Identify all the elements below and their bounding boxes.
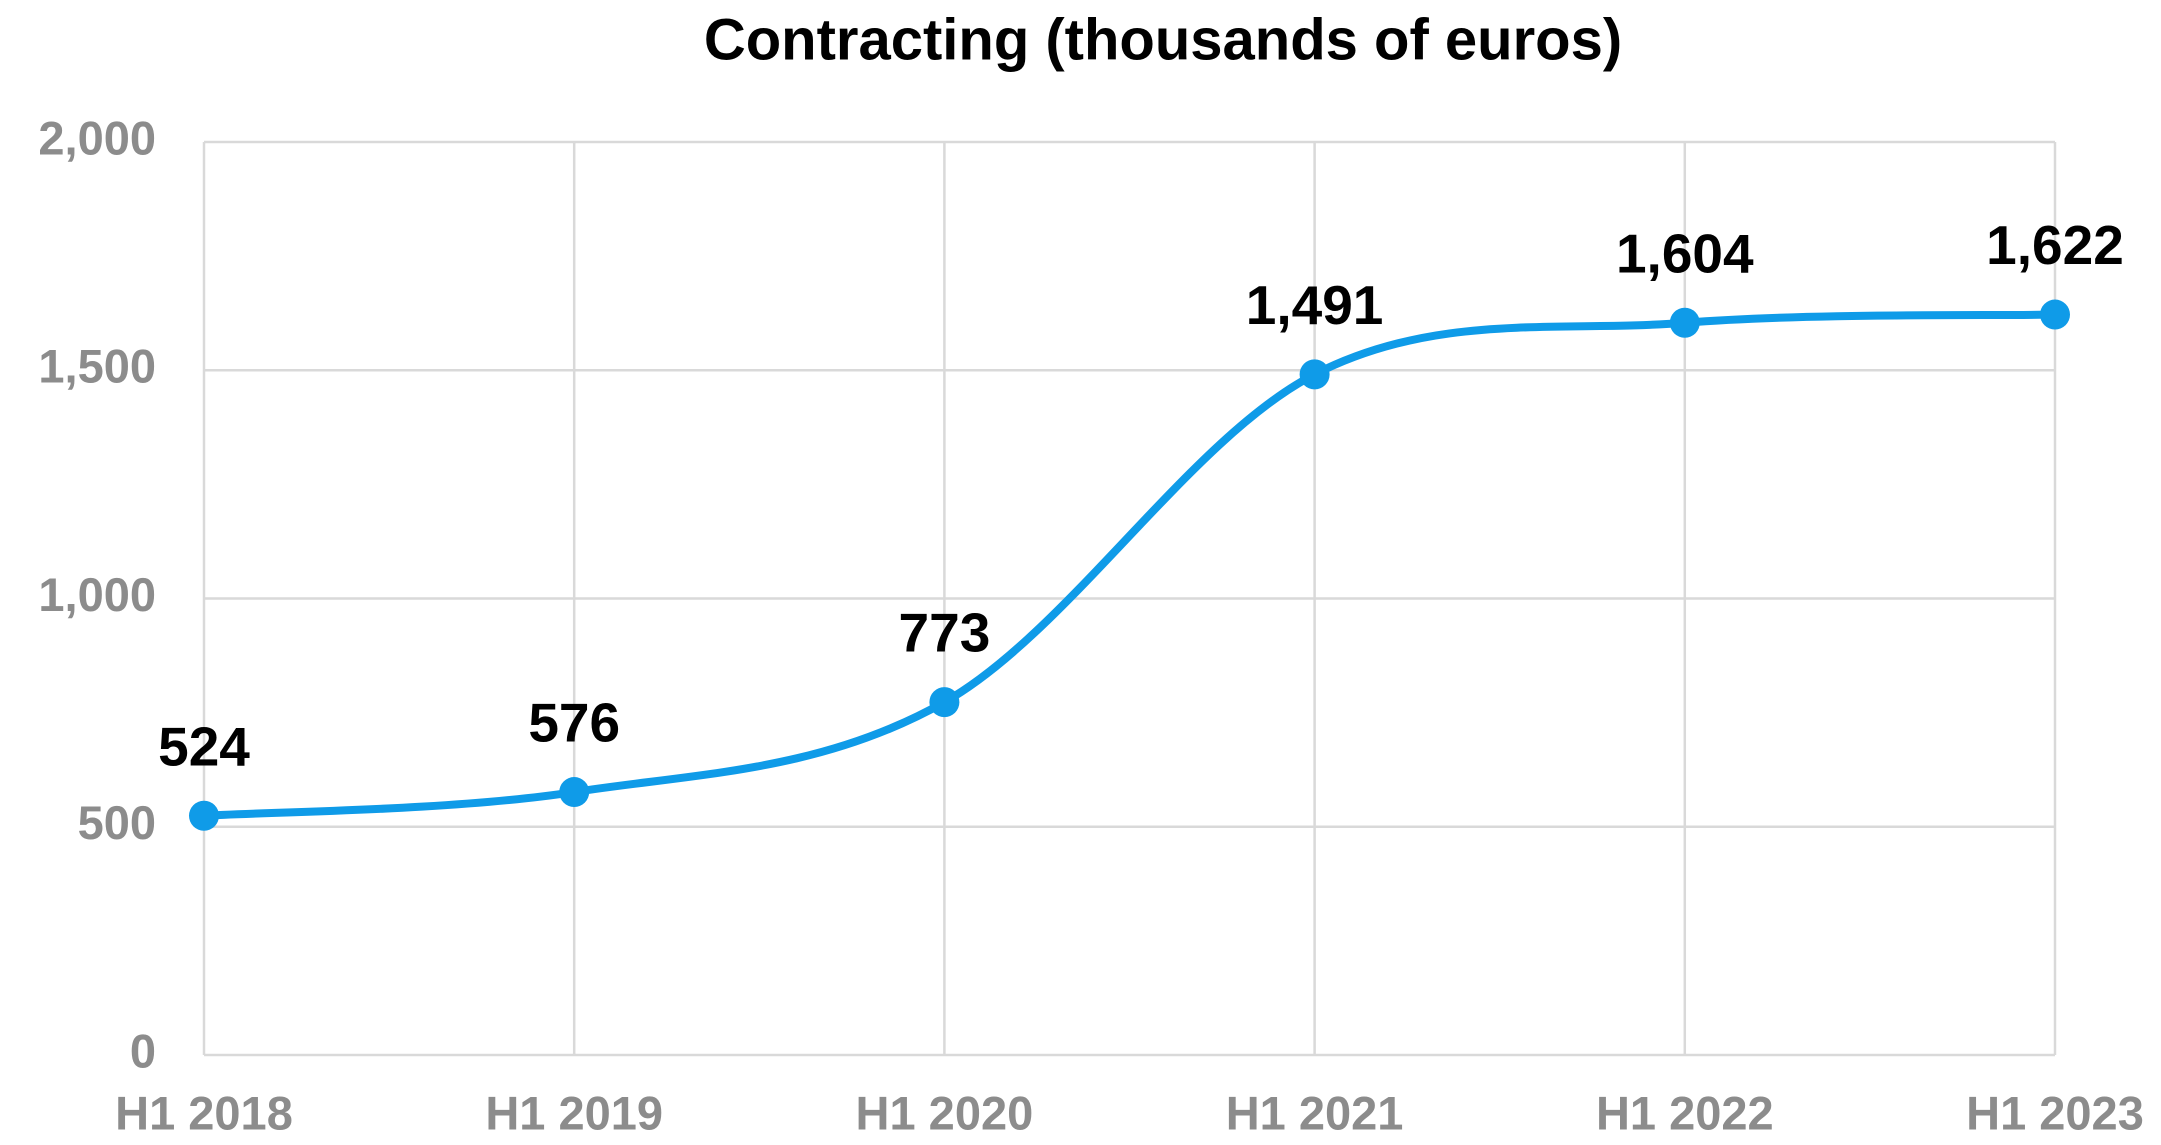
y-tick-label: 500: [78, 796, 156, 849]
marker: [189, 800, 219, 831]
data-label: 1,491: [1246, 274, 1384, 336]
data-label: 773: [899, 602, 991, 664]
x-tick-label: H1 2020: [856, 1086, 1034, 1139]
x-tick-label: H1 2018: [115, 1086, 293, 1139]
y-tick-label: 1,000: [38, 568, 156, 621]
x-tick-label: H1 2022: [1596, 1086, 1774, 1139]
marker: [929, 687, 960, 718]
marker: [2040, 299, 2070, 330]
marker: [1669, 307, 1700, 338]
data-label: 1,622: [1986, 214, 2124, 276]
marker: [1299, 359, 1330, 390]
data-label: 1,604: [1616, 222, 1754, 284]
y-tick-label: 0: [130, 1024, 156, 1077]
data-label: 524: [158, 715, 250, 777]
x-tick-label: H1 2023: [1966, 1086, 2144, 1139]
x-tick-label: H1 2021: [1226, 1086, 1404, 1139]
y-tick-label: 1,500: [38, 340, 156, 393]
line: [203, 310, 2056, 820]
x-tick-label: H1 2019: [485, 1086, 663, 1139]
marker: [559, 777, 590, 808]
y-tick-label: 2,000: [38, 111, 156, 164]
chart-title: Contracting (thousands of euros): [704, 7, 1622, 72]
data-label: 576: [528, 692, 620, 754]
